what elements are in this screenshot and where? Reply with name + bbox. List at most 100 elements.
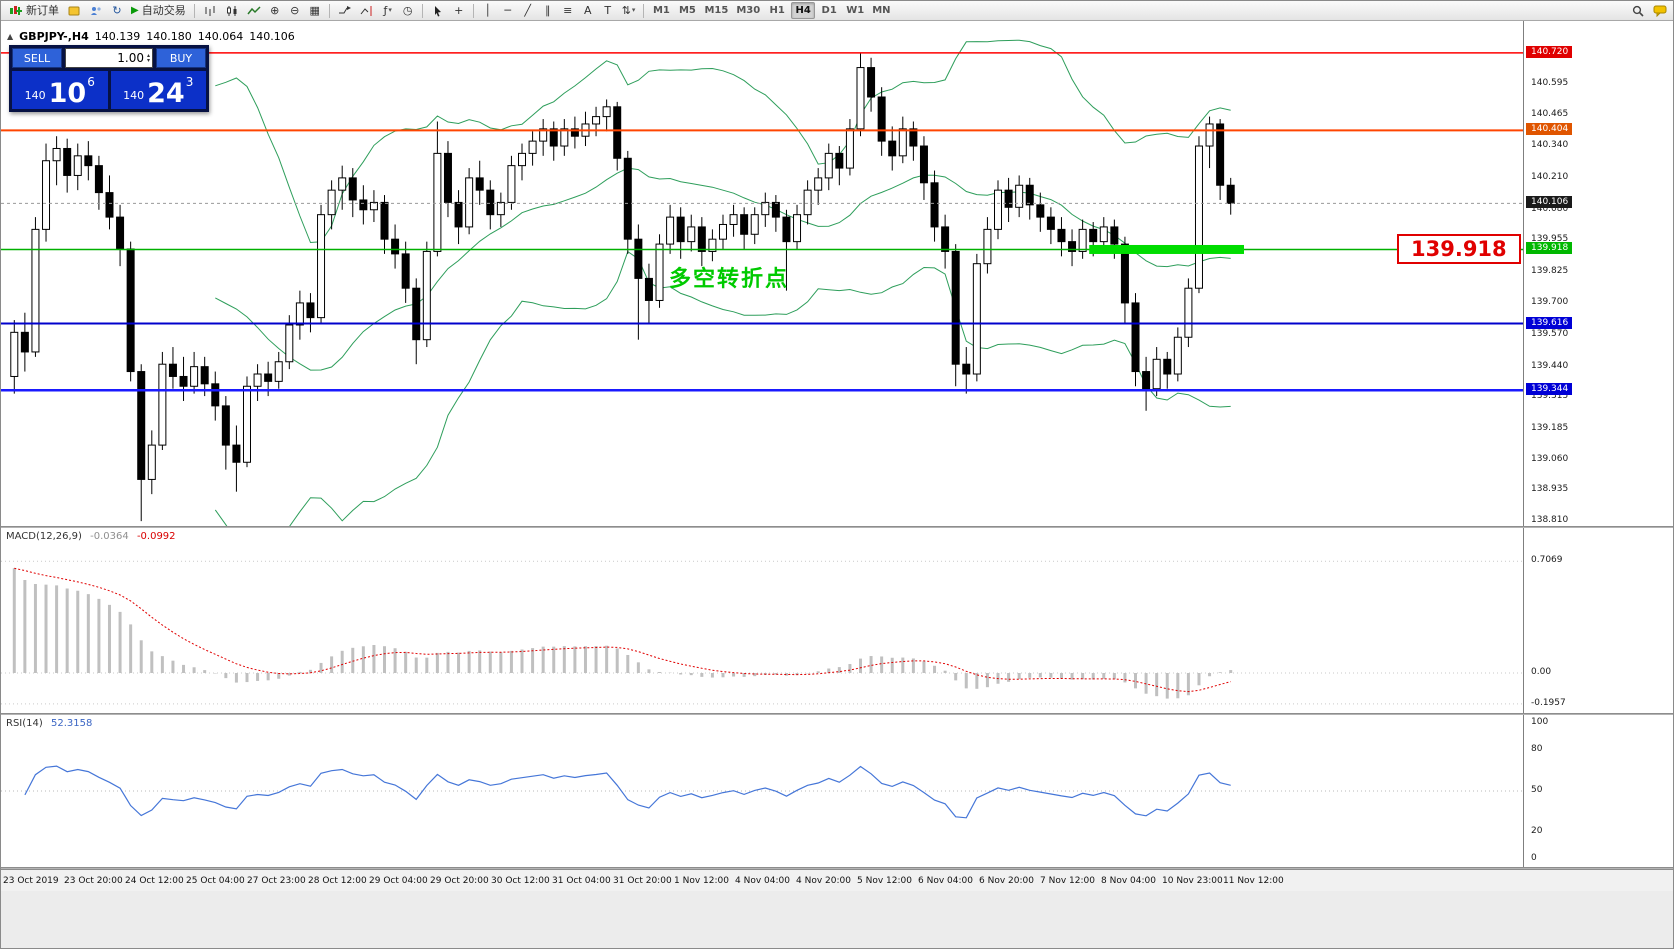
cursor-button[interactable] (428, 2, 448, 19)
macd-value: -0.0364 (90, 531, 129, 542)
new-order-icon (10, 5, 22, 15)
price-tick: 138.935 (1531, 484, 1569, 495)
new-order-button[interactable]: 新订单 (6, 2, 62, 19)
rsi-axis-tick: 50 (1531, 785, 1543, 795)
buy-price-button[interactable]: 140 24 3 (110, 71, 206, 109)
metaeditor-icon (68, 6, 80, 15)
timeframe-M1[interactable]: M1 (652, 4, 670, 16)
autotrading-play-icon: ▶ (131, 4, 139, 16)
main-chart-pane[interactable]: ▲ GBPJPY-,H4 140.139 140.180 140.064 140… (1, 21, 1523, 526)
auto-scroll-icon (338, 5, 351, 13)
line-chart-icon (247, 5, 261, 14)
time-tick: 28 Oct 12:00 (308, 876, 367, 886)
arrows-button[interactable]: ⇅ ▾ (619, 2, 639, 19)
chart-shift-button[interactable] (357, 2, 377, 19)
time-tick: 4 Nov 04:00 (735, 876, 790, 886)
sell-price-prefix: 140 (24, 89, 46, 102)
time-tick: 23 Oct 2019 (3, 876, 59, 886)
market-watch-icon (91, 6, 101, 15)
timeframe-MN[interactable]: MN (872, 4, 891, 16)
time-axis[interactable]: 23 Oct 2019 23 Oct 20:00 24 Oct 12:00 25 Oc… (1, 869, 1673, 891)
bar-chart-icon (205, 5, 215, 16)
candlestick-chart-button[interactable] (222, 2, 242, 19)
chart-symbol-icon: ▲ (7, 32, 14, 41)
macd-histogram (12, 568, 1233, 699)
metaeditor-button[interactable] (64, 2, 84, 19)
volume-value[interactable]: 1.00 (117, 51, 144, 65)
timeframe-H4[interactable]: H4 (791, 2, 816, 19)
horizontal-line-button[interactable]: ─ (504, 4, 512, 17)
timeframe-M5[interactable]: M5 (678, 4, 696, 16)
rsi-pane[interactable]: RSI(14) 52.3158 (1, 715, 1523, 867)
fibonacci-button[interactable]: ≡ (563, 4, 573, 17)
time-tick: 24 Oct 12:00 (125, 876, 184, 886)
vertical-line-button[interactable]: │ (484, 4, 492, 17)
buy-price-pip: 3 (185, 75, 194, 89)
channel-button[interactable]: ∥ (544, 4, 551, 17)
chat-icon (1653, 5, 1667, 17)
arrows-icon: ⇅ (621, 4, 631, 17)
ohlc-header: ▲ GBPJPY-,H4 140.139 140.180 140.064 140… (7, 30, 295, 43)
volume-field[interactable]: 1.00 ▴ ▾ (65, 48, 153, 68)
text-label-button[interactable]: T (604, 4, 612, 17)
chart-annotation-text[interactable]: 多空转折点 (669, 267, 790, 292)
price-badge: 139.344 (1526, 383, 1573, 396)
zoom-out-button[interactable]: ⊖ (290, 4, 300, 17)
price-badge: 140.720 (1526, 45, 1573, 58)
status-area (1, 891, 1673, 948)
time-tick: 31 Oct 04:00 (552, 876, 611, 886)
timeframe-M15[interactable]: M15 (704, 4, 729, 16)
indicators-button[interactable]: ƒ ▾ (379, 2, 397, 19)
sell-price-pip: 6 (87, 75, 95, 89)
trendline-button[interactable]: ╱ (524, 4, 532, 17)
open-value: 140.139 (94, 30, 141, 43)
crosshair-button[interactable]: + (454, 4, 464, 17)
pane-divider (1, 867, 1673, 869)
new-order-label: 新订单 (26, 4, 59, 17)
volume-stepper[interactable]: ▴ ▾ (146, 52, 150, 64)
macd-signal-value: -0.0992 (136, 531, 176, 542)
timeframe-M30[interactable]: M30 (736, 4, 761, 16)
autotrading-button[interactable]: ▶ 自动交易 (128, 2, 189, 19)
search-button[interactable] (1628, 2, 1648, 19)
line-chart-button[interactable] (244, 2, 264, 19)
chevron-down-icon: ▾ (388, 6, 392, 14)
time-tick: 29 Oct 04:00 (369, 876, 428, 886)
pane-divider[interactable] (1, 526, 1673, 528)
search-icon (1632, 5, 1644, 17)
stepper-down-icon[interactable]: ▾ (146, 57, 150, 64)
price-axis[interactable]: 140.595 140.465 140.340 140.210 140.080 139.9… (1523, 21, 1673, 869)
grid-toggle-button[interactable]: ▦ (309, 4, 320, 17)
time-tick: 29 Oct 20:00 (430, 876, 489, 886)
buy-button[interactable]: BUY (156, 48, 206, 68)
price-tick: 140.340 (1531, 140, 1569, 151)
horizontal-line-objects[interactable] (1, 52, 1523, 392)
rsi-axis-tick: 0 (1531, 853, 1537, 863)
indicators-icon: ƒ (383, 4, 388, 17)
rsi-value: 52.3158 (50, 718, 93, 729)
timeframe-D1[interactable]: D1 (821, 4, 837, 16)
sell-button[interactable]: SELL (12, 48, 62, 68)
sell-price-button[interactable]: 140 10 6 (12, 71, 108, 109)
pane-divider[interactable] (1, 713, 1673, 715)
price-tick: 139.440 (1531, 360, 1569, 371)
price-callout-label[interactable]: 139.918 (1397, 234, 1521, 264)
stepper-up-icon[interactable]: ▴ (146, 52, 150, 59)
highlight-segment (1089, 244, 1244, 254)
text-button[interactable]: A (583, 4, 592, 17)
price-tick: 139.570 (1531, 328, 1569, 339)
market-watch-button[interactable] (86, 2, 106, 19)
time-tick: 10 Nov 23:00 (1162, 876, 1223, 886)
main-toolbar: 新订单 ↻ ▶ 自动交易 ⊕ ⊖ ▦ (1, 1, 1673, 21)
chat-button[interactable] (1650, 2, 1670, 19)
auto-scroll-button[interactable] (335, 2, 355, 19)
macd-pane[interactable]: MACD(12,26,9) -0.0364 -0.0992 (1, 528, 1523, 713)
bar-chart-button[interactable] (200, 2, 220, 19)
time-tick: 25 Oct 04:00 (186, 876, 245, 886)
refresh-button[interactable]: ↻ (112, 4, 122, 17)
timeframe-H1[interactable]: H1 (769, 4, 785, 16)
period-clock-button[interactable]: ◷ (402, 4, 413, 17)
zoom-in-button[interactable]: ⊕ (270, 4, 280, 17)
macd-axis-tick: 0.7069 (1531, 555, 1563, 566)
timeframe-W1[interactable]: W1 (846, 4, 865, 16)
